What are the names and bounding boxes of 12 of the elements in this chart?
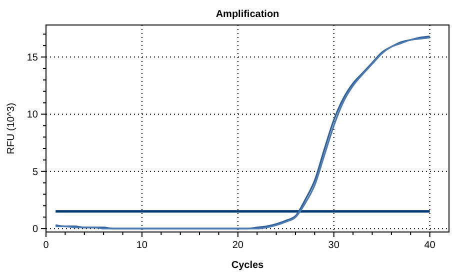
y-axis-title: RFU (10^3) (6, 102, 17, 154)
y-tick-label: 10 (26, 110, 38, 121)
chart-title: Amplification (216, 9, 280, 20)
x-tick-label: 0 (43, 240, 50, 251)
x-tick-label: 40 (424, 240, 436, 251)
y-tick-label: 15 (26, 52, 38, 64)
x-tick-label: 20 (232, 240, 244, 251)
x-tick-label: 30 (328, 240, 340, 251)
x-tick-label: 10 (136, 240, 148, 251)
x-axis-title: Cycles (231, 260, 264, 271)
y-tick-label: 5 (32, 166, 38, 178)
y-tick-label: 0 (32, 224, 38, 236)
